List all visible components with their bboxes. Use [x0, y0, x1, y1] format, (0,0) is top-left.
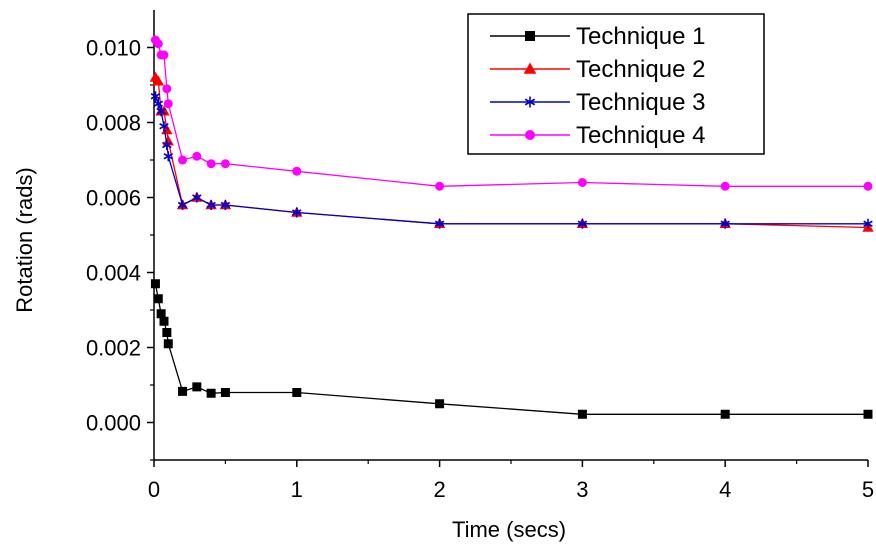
data-point-stroke: [150, 93, 161, 100]
x-axis-title: Time (secs): [452, 517, 566, 542]
data-point: [577, 178, 587, 187]
data-point: [720, 409, 730, 419]
data-point-stroke: [206, 201, 216, 209]
data-point: [178, 386, 188, 396]
data-point-stroke: [720, 220, 730, 227]
y-tick-label: 0.008: [86, 111, 141, 136]
data-point: [178, 155, 188, 165]
data-point: [162, 140, 172, 150]
data-point: [161, 124, 173, 135]
x-tick-label: 1: [291, 477, 303, 502]
data-point: [153, 39, 163, 49]
data-point-stroke: [220, 201, 231, 209]
y-tick-label: 0.000: [86, 411, 141, 436]
x-tick-label: 3: [576, 477, 588, 502]
legend-item: Technique 3: [490, 89, 705, 116]
y-tick-label: 0.002: [86, 336, 141, 361]
data-point: [163, 339, 173, 349]
data-point: [192, 151, 202, 161]
data-point: [435, 399, 445, 409]
legend-item: Technique 2: [490, 56, 705, 83]
data-point: [577, 409, 587, 419]
data-point-stroke: [292, 209, 302, 216]
y-tick-label: 0.004: [86, 261, 141, 286]
data-point: [525, 31, 535, 41]
data-point: [159, 316, 169, 326]
legend-label: Technique 3: [576, 89, 705, 116]
data-point: [153, 98, 164, 109]
data-point-stroke: [192, 194, 202, 201]
data-point: [292, 388, 302, 397]
data-point: [220, 388, 230, 397]
series-3: [150, 91, 873, 229]
data-point: [159, 121, 169, 132]
axes: 0 1 2 3 4 5 0.000 0.002 0.004 0.006 0.008 0.010: [86, 10, 874, 502]
data-point: [523, 62, 537, 74]
data-point: [434, 218, 445, 229]
series-4: [150, 35, 873, 191]
data-point: [206, 388, 216, 398]
y-axis-title: Rotation (rads): [12, 167, 37, 313]
data-point-stroke: [863, 220, 873, 227]
legend-item: Technique 1: [490, 23, 705, 50]
x-tick-label: 0: [148, 477, 160, 502]
x-tick-label: 5: [862, 477, 874, 502]
data-point: [153, 294, 163, 304]
legend-label: Technique 4: [576, 122, 705, 149]
data-point: [163, 99, 173, 109]
y-tick-label: 0.010: [86, 36, 141, 61]
data-point: [863, 181, 873, 191]
data-point: [159, 50, 169, 60]
legend-item: Technique 4: [490, 122, 705, 149]
data-point: [150, 279, 160, 289]
data-point-stroke: [162, 141, 172, 149]
data-point: [524, 96, 536, 108]
data-point-stroke: [163, 153, 174, 160]
series-line: [154, 283, 868, 415]
data-point: [292, 207, 302, 218]
legend-label: Technique 2: [576, 56, 705, 83]
data-point: [162, 328, 172, 337]
data-point-stroke: [156, 108, 166, 115]
data-point-stroke: [177, 201, 188, 209]
data-point: [206, 159, 216, 169]
data-point: [150, 91, 161, 102]
data-point: [152, 75, 164, 86]
y-tick-label: 0.006: [86, 186, 141, 211]
data-point: [192, 192, 202, 203]
data-point-stroke: [153, 100, 164, 107]
data-point: [577, 218, 588, 229]
data-point: [177, 200, 188, 210]
data-point: [220, 159, 230, 169]
data-point: [435, 181, 445, 191]
legend-label: Technique 1: [576, 23, 705, 50]
data-point: [162, 84, 172, 94]
legend-box: [467, 13, 765, 155]
data-point: [525, 130, 535, 140]
data-point: [292, 166, 302, 176]
data-point: [720, 218, 730, 229]
x-tick-label: 4: [719, 477, 731, 502]
series-layer: [149, 35, 874, 419]
x-tick-label: 2: [433, 477, 445, 502]
data-point: [192, 382, 202, 392]
data-point: [156, 309, 166, 319]
data-point-stroke: [159, 123, 169, 130]
data-point: [163, 151, 174, 162]
data-point: [206, 200, 216, 210]
data-point: [863, 409, 873, 419]
data-point-stroke: [577, 220, 588, 227]
data-point: [720, 181, 730, 191]
data-point: [863, 218, 873, 229]
data-point: [156, 106, 166, 117]
data-point-stroke: [434, 220, 445, 227]
legend: Technique 1 Technique 2 Technique 3 Techniq…: [467, 13, 765, 155]
data-point: [220, 200, 231, 210]
series-1: [150, 279, 873, 419]
data-point-stroke: [524, 98, 536, 106]
